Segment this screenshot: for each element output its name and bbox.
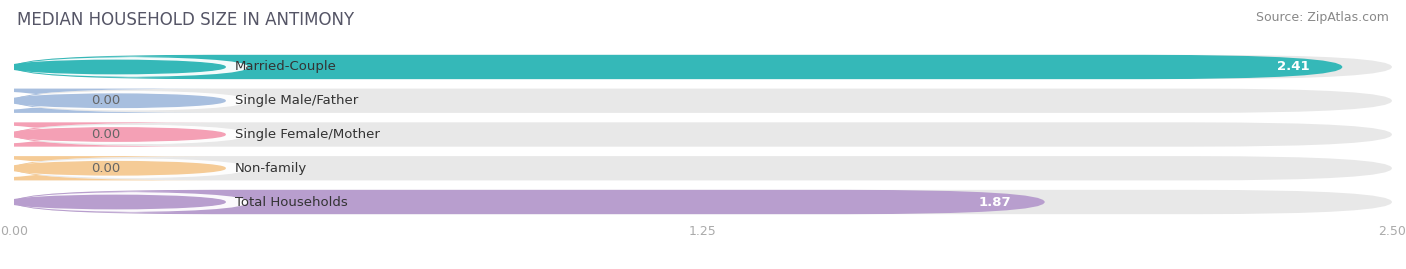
FancyBboxPatch shape (14, 89, 1392, 113)
FancyBboxPatch shape (14, 156, 1392, 180)
FancyBboxPatch shape (17, 90, 249, 111)
FancyBboxPatch shape (0, 89, 212, 113)
Text: MEDIAN HOUSEHOLD SIZE IN ANTIMONY: MEDIAN HOUSEHOLD SIZE IN ANTIMONY (17, 11, 354, 29)
Text: Married-Couple: Married-Couple (235, 61, 337, 73)
Text: Single Male/Father: Single Male/Father (235, 94, 359, 107)
Text: 0.00: 0.00 (91, 94, 121, 107)
FancyBboxPatch shape (17, 57, 249, 77)
Text: 1.87: 1.87 (979, 196, 1012, 208)
FancyBboxPatch shape (14, 55, 1392, 79)
Circle shape (7, 162, 225, 175)
FancyBboxPatch shape (14, 122, 1392, 147)
Circle shape (7, 94, 225, 107)
FancyBboxPatch shape (0, 122, 212, 147)
Text: Total Households: Total Households (235, 196, 347, 208)
Text: 0.00: 0.00 (91, 162, 121, 175)
Text: Single Female/Mother: Single Female/Mother (235, 128, 380, 141)
FancyBboxPatch shape (0, 156, 212, 180)
FancyBboxPatch shape (14, 55, 1343, 79)
Circle shape (7, 195, 225, 209)
Text: Source: ZipAtlas.com: Source: ZipAtlas.com (1256, 11, 1389, 24)
Circle shape (7, 60, 225, 74)
Circle shape (7, 128, 225, 141)
FancyBboxPatch shape (14, 190, 1045, 214)
FancyBboxPatch shape (17, 158, 249, 179)
Text: Non-family: Non-family (235, 162, 308, 175)
Text: 2.41: 2.41 (1277, 61, 1309, 73)
FancyBboxPatch shape (17, 124, 249, 145)
FancyBboxPatch shape (17, 192, 249, 212)
FancyBboxPatch shape (14, 190, 1392, 214)
Text: 0.00: 0.00 (91, 128, 121, 141)
